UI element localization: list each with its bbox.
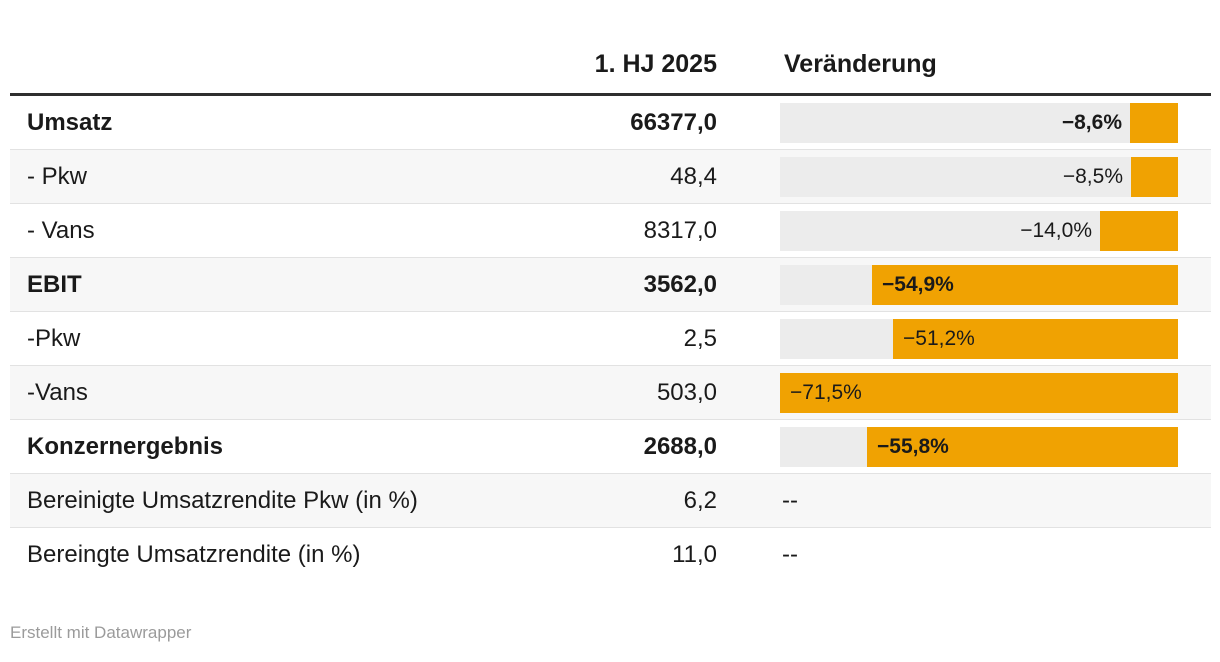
row-value: 503,0 (656, 379, 717, 406)
change-bar-cell: -- (780, 528, 1178, 582)
bar-track: −55,8% (780, 427, 1178, 467)
bar-track: −8,6% (780, 103, 1178, 143)
table-row: - Vans 8317,0 −14,0% (10, 204, 1211, 258)
bar-track: −54,9% (780, 265, 1178, 305)
bar-fill (1100, 211, 1178, 251)
row-label: - Pkw (27, 163, 87, 190)
bar-value-label: −54,9% (882, 273, 954, 296)
row-label: Konzernergebnis (27, 433, 224, 460)
bar-fill (1130, 103, 1178, 143)
row-value: 8317,0 (643, 217, 717, 244)
table-row: - Pkw 48,4 −8,5% (10, 150, 1211, 204)
bar-track: −71,5% (780, 373, 1178, 413)
row-value: 11,0 (672, 541, 717, 568)
datawrapper-attribution-link[interactable]: Erstellt mit Datawrapper (10, 623, 192, 642)
bar-fill (872, 265, 1178, 305)
table-row: Bereinigte Umsatzrendite Pkw (in %) 6,2 … (10, 474, 1211, 528)
change-bar-cell: −55,8% (780, 420, 1178, 474)
bar-fill (780, 373, 1178, 413)
bar-fill (893, 319, 1178, 359)
bar-value-label: −8,6% (1061, 111, 1122, 134)
change-bar-cell: −51,2% (780, 312, 1178, 366)
row-value: 2688,0 (643, 433, 717, 460)
datawrapper-table-chart: 1. HJ 2025 Veränderung Umsatz 66377,0 −8… (10, 0, 1211, 643)
change-bar-cell: −54,9% (780, 258, 1178, 312)
row-value: 3562,0 (643, 271, 717, 298)
bar-value-label: −8,5% (1062, 165, 1123, 188)
bar-track: −8,5% (780, 157, 1178, 197)
row-label: -Vans (27, 379, 88, 406)
row-value: 2,5 (683, 325, 717, 352)
bar-fill (1131, 157, 1178, 197)
row-label: -Pkw (27, 325, 81, 352)
table-row: -Pkw 2,5 −51,2% (10, 312, 1211, 366)
no-change-label: -- (782, 487, 798, 514)
bar-fill (867, 427, 1178, 467)
change-bar-cell: -- (780, 474, 1178, 528)
table-body: Umsatz 66377,0 −8,6% - Pkw 48,4 −8,5% - … (10, 96, 1211, 582)
change-bar-cell: −8,6% (780, 96, 1178, 150)
column-header-change: Veränderung (784, 50, 937, 78)
row-label: Bereinigte Umsatzrendite Pkw (in %) (27, 487, 418, 514)
row-value: 6,2 (683, 487, 717, 514)
bar-value-label: −55,8% (877, 435, 949, 458)
table-row: Umsatz 66377,0 −8,6% (10, 96, 1211, 150)
change-bar-cell: −71,5% (780, 366, 1178, 420)
table-row: Bereingte Umsatzrendite (in %) 11,0 -- (10, 528, 1211, 582)
row-value: 66377,0 (630, 109, 717, 136)
row-label: - Vans (27, 217, 95, 244)
bar-track: −51,2% (780, 319, 1178, 359)
bar-value-label: −71,5% (790, 381, 862, 404)
table-row: Konzernergebnis 2688,0 −55,8% (10, 420, 1211, 474)
row-label: EBIT (27, 271, 82, 298)
column-header-value: 1. HJ 2025 (594, 50, 717, 78)
table-header: 1. HJ 2025 Veränderung (10, 0, 1211, 96)
change-bar-cell: −8,5% (780, 150, 1178, 204)
row-label: Bereingte Umsatzrendite (in %) (27, 541, 361, 568)
table-row: -Vans 503,0 −71,5% (10, 366, 1211, 420)
change-bar-cell: −14,0% (780, 204, 1178, 258)
bar-track: −14,0% (780, 211, 1178, 251)
row-label: Umsatz (27, 109, 113, 136)
table-row: EBIT 3562,0 −54,9% (10, 258, 1211, 312)
bar-value-label: −51,2% (903, 327, 975, 350)
no-change-label: -- (782, 541, 798, 568)
bar-value-label: −14,0% (1020, 219, 1092, 242)
row-value: 48,4 (670, 163, 717, 190)
